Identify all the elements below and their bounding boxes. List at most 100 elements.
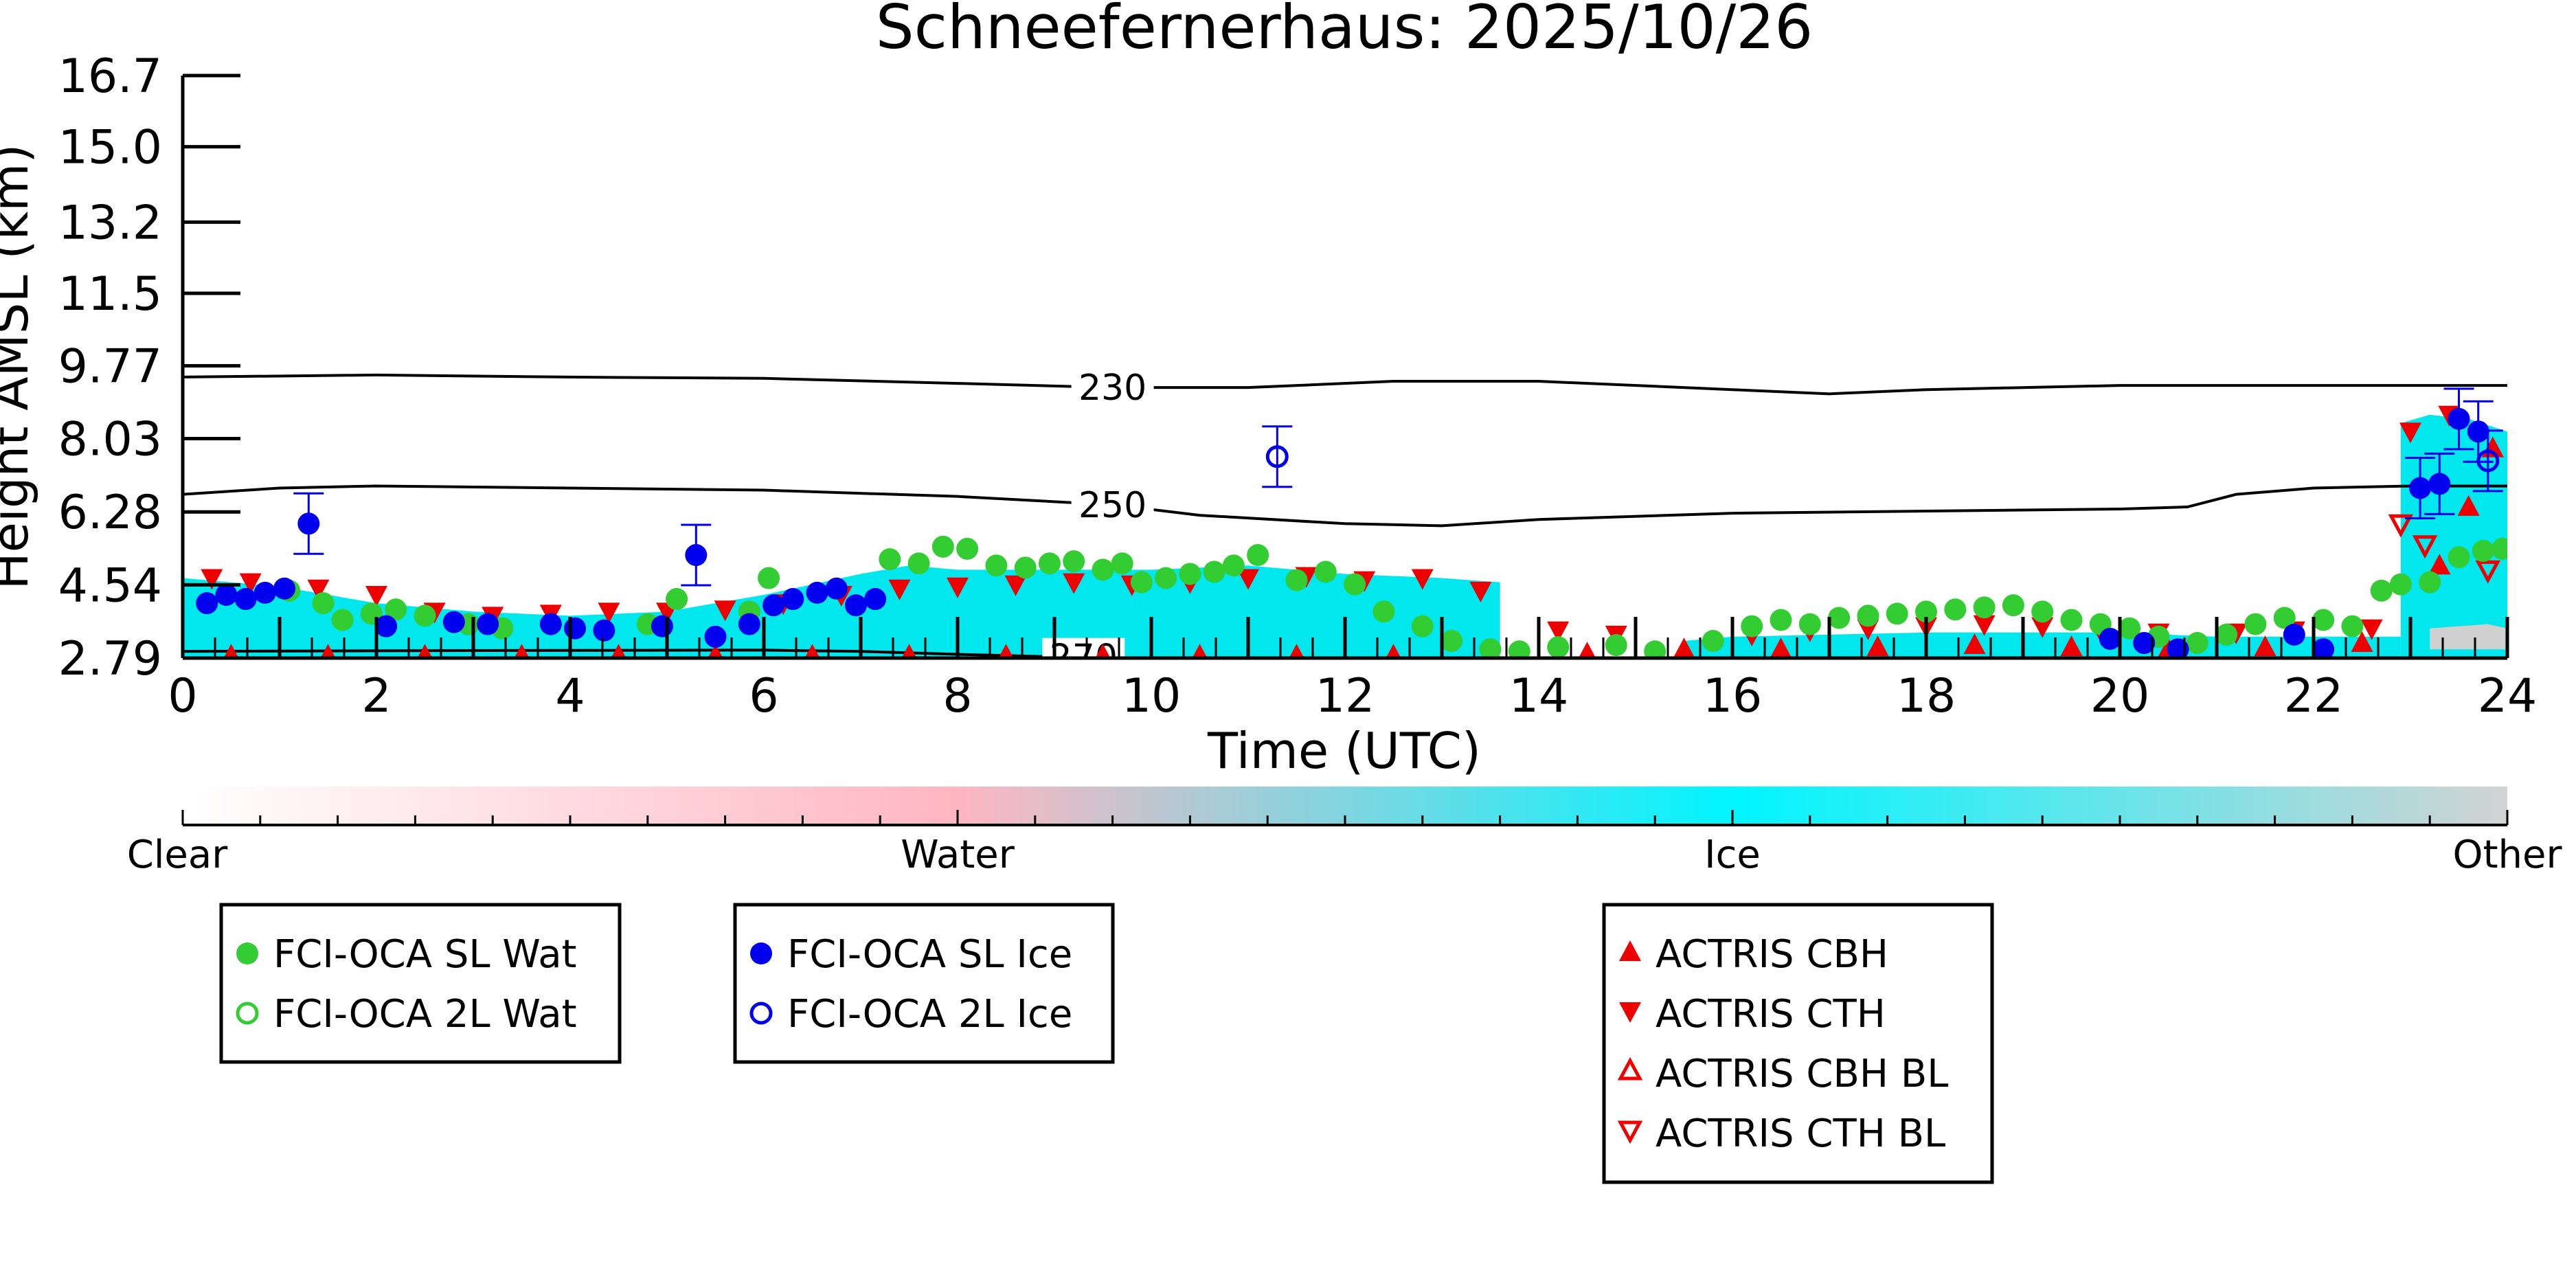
x-tick-label: 14 [1509, 669, 1569, 723]
data-point-actris-cth [307, 579, 330, 600]
data-point-actris-cth-bl [2412, 535, 2438, 559]
data-point-actris-cbh [1095, 644, 1111, 658]
x-tick-label: 24 [2478, 669, 2538, 723]
colorbar-label-water: Water [901, 833, 1015, 877]
x-tick-label: 4 [555, 669, 585, 723]
x-tick-label: 8 [942, 669, 972, 723]
data-point-actris-cbh [1192, 644, 1208, 658]
x-tick-label: 2 [361, 669, 391, 723]
legend-label-cbh-bl: ACTRIS CBH BL [1656, 1052, 1948, 1096]
legend-label-2l-ice: FCI-OCA 2L Ice [787, 992, 1072, 1037]
data-point-fci-oca-sl-wat [2341, 615, 2364, 637]
data-point-fci-oca-sl-ice [297, 512, 320, 535]
data-point-actris-cbh [2351, 631, 2373, 653]
data-point-fci-oca-sl-ice [2409, 477, 2432, 499]
legend-marker-2l-wat [236, 1002, 259, 1025]
data-point-actris-cth-bl [2388, 514, 2414, 538]
data-point-actris-cth [2031, 617, 2054, 638]
data-point-fci-oca-sl-ice [234, 588, 257, 611]
data-point-fci-oca-sl-wat [1973, 596, 1996, 619]
data-point-actris-cbh [1289, 644, 1304, 658]
colorbar-label-ice: Ice [1704, 833, 1761, 877]
contour-label-250: 250 [1078, 485, 1146, 526]
data-point-fci-oca-2l-ice [1265, 445, 1289, 468]
data-point-fci-oca-sl-ice [215, 583, 238, 606]
data-point-fci-oca-sl-wat [385, 598, 407, 621]
data-point-fci-oca-sl-ice [704, 625, 727, 648]
data-point-fci-oca-sl-ice [2428, 473, 2451, 495]
x-tick-label: 22 [2284, 669, 2344, 723]
data-point-fci-oca-sl-wat [2273, 607, 2296, 629]
data-point-actris-cbh [611, 644, 626, 658]
data-point-actris-cbh [417, 644, 433, 658]
data-point-fci-oca-sl-ice [2133, 632, 2156, 655]
x-tick-label: 16 [1703, 669, 1763, 723]
data-point-fci-oca-sl-wat [931, 535, 954, 558]
data-point-fci-oca-sl-ice [196, 592, 218, 615]
x-tick-label: 18 [1897, 669, 1956, 723]
legend-label-sl-wat: FCI-OCA SL Wat [273, 932, 577, 977]
colorbar-ticks [181, 810, 2509, 825]
data-point-fci-oca-sl-ice [651, 615, 673, 637]
contour-line-230 [183, 373, 2507, 396]
y-tick-label: 4.54 [58, 558, 162, 613]
data-point-fci-oca-sl-ice [539, 613, 562, 635]
data-point-fci-oca-sl-wat [1179, 563, 1201, 585]
colorbar-label-clear: Clear [127, 833, 228, 877]
data-point-fci-oca-sl-wat [2448, 546, 2470, 569]
contour-label-230: 230 [1078, 368, 1146, 409]
y-tick-label: 16.7 [58, 49, 162, 104]
x-tick-label: 20 [2090, 669, 2150, 723]
data-point-fci-oca-sl-ice [806, 581, 828, 604]
legend-label-sl-ice: FCI-OCA SL Ice [787, 932, 1072, 977]
data-point-fci-oca-sl-wat [985, 554, 1008, 577]
legend-marker-cth [1619, 1002, 1641, 1023]
data-point-fci-oca-sl-wat [2472, 539, 2494, 562]
legend-marker-cth-bl [1617, 1120, 1643, 1144]
data-point-fci-oca-sl-ice [738, 613, 760, 635]
data-point-fci-oca-sl-ice [685, 544, 708, 567]
data-point-fci-oca-sl-ice [825, 577, 848, 600]
x-tick-label: 10 [1122, 669, 1182, 723]
data-point-fci-oca-sl-wat [2419, 571, 2441, 594]
chart-title: Schneefernerhaus: 2025/10/26 [876, 0, 1814, 63]
data-point-actris-cth [1469, 581, 1492, 602]
data-point-actris-cbh [514, 644, 530, 658]
data-point-fci-oca-sl-wat [1285, 569, 1308, 591]
data-point-fci-oca-sl-wat [1130, 571, 1153, 594]
data-point-fci-oca-sl-wat [1547, 636, 1570, 658]
data-point-fci-oca-sl-wat [414, 605, 436, 627]
data-point-fci-oca-sl-wat [2060, 609, 2083, 631]
data-point-fci-oca-sl-wat [1092, 558, 1114, 581]
x-tick-label: 12 [1315, 669, 1375, 723]
data-point-fci-oca-sl-wat [666, 588, 688, 611]
colorbar-label-other: Other [2452, 833, 2562, 877]
legend-marker-sl-ice [750, 942, 772, 964]
legend-box-actris: ACTRIS CBH ACTRIS CTH ACTRIS CBH BL ACTR… [1602, 903, 1994, 1184]
data-point-actris-cth [1237, 569, 1259, 590]
data-point-fci-oca-sl-wat [1440, 630, 1463, 653]
data-point-fci-oca-sl-wat [1063, 550, 1085, 573]
data-point-actris-cbh [2254, 635, 2276, 657]
data-point-actris-cth [714, 600, 736, 622]
data-point-fci-oca-sl-ice [2283, 623, 2305, 646]
legend-frame [219, 903, 622, 1064]
data-point-fci-oca-sl-wat [312, 592, 335, 615]
data-point-fci-oca-sl-wat [331, 609, 354, 631]
legend-frame [733, 903, 1115, 1064]
data-point-fci-oca-sl-wat [2186, 632, 2208, 655]
data-point-fci-oca-sl-ice [442, 611, 465, 633]
data-point-fci-oca-sl-wat [2031, 600, 2054, 623]
data-point-fci-oca-sl-ice [564, 617, 587, 640]
data-point-fci-oca-sl-wat [1857, 605, 1879, 627]
data-point-fci-oca-sl-ice [844, 594, 867, 617]
data-point-fci-oca-sl-ice [375, 615, 398, 637]
x-tick-label: 6 [749, 669, 778, 723]
data-point-fci-oca-2l-ice [2476, 449, 2500, 473]
legend-marker-cbh [1619, 940, 1641, 961]
data-point-fci-oca-sl-wat [1247, 544, 1269, 567]
legend-box-ice: FCI-OCA SL Ice FCI-OCA 2L Ice [733, 903, 1115, 1064]
y-tick-label: 13.2 [58, 196, 162, 250]
y-tick-label: 11.5 [58, 267, 162, 321]
